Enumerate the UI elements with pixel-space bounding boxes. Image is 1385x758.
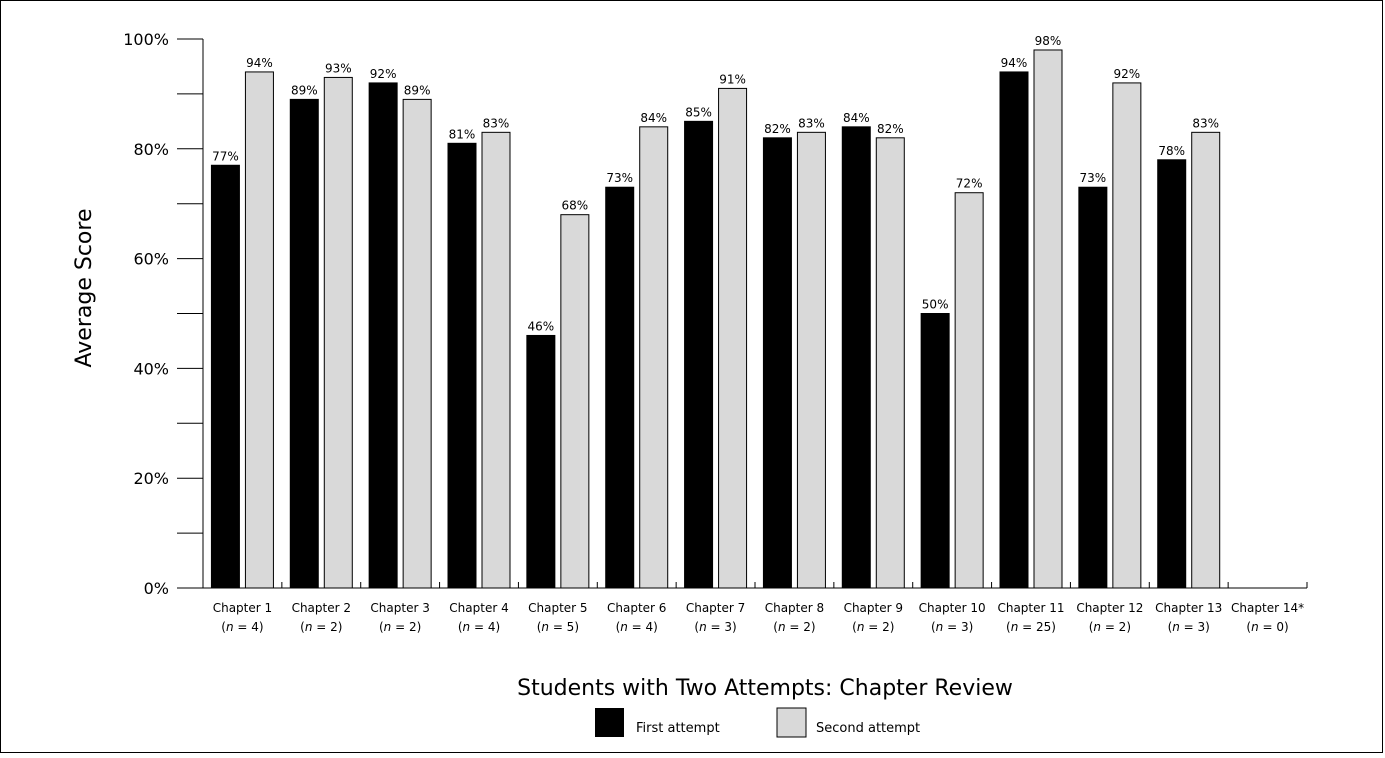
category-n-label: (n = 2)	[379, 620, 421, 634]
legend-swatch-second	[776, 707, 807, 738]
data-label: 84%	[640, 111, 667, 125]
bar-second-attempt	[796, 131, 826, 589]
data-label: 82%	[877, 122, 904, 136]
bar-first-attempt	[999, 71, 1029, 589]
y-tick-label: 0%	[144, 579, 169, 598]
bar-second-attempt	[560, 214, 590, 589]
bar-second-attempt	[718, 87, 748, 589]
category-label: Chapter 1	[213, 601, 272, 615]
bar-first-attempt	[526, 334, 556, 589]
category-label: Chapter 10	[919, 601, 986, 615]
category-n-label: (n = 2)	[852, 620, 894, 634]
legend-label-first: First attempt	[636, 721, 720, 736]
category-n-label: (n = 5)	[537, 620, 579, 634]
category-label: Chapter 12	[1076, 601, 1143, 615]
bar-first-attempt	[210, 164, 240, 589]
data-label: 73%	[606, 171, 633, 185]
bar-second-attempt	[1112, 82, 1142, 589]
category-n-label: (n = 25)	[1006, 620, 1056, 634]
data-label: 89%	[404, 83, 431, 97]
category-n-label: (n = 0)	[1246, 620, 1288, 634]
bar-first-attempt	[447, 142, 477, 589]
bar-first-attempt	[684, 120, 714, 589]
bar-second-attempt	[323, 76, 353, 589]
category-label: Chapter 8	[765, 601, 824, 615]
category-n-label: (n = 2)	[300, 620, 342, 634]
data-label: 91%	[719, 72, 746, 86]
category-n-label: (n = 4)	[221, 620, 263, 634]
bar-first-attempt	[1078, 186, 1108, 589]
category-label: Chapter 9	[844, 601, 903, 615]
bars	[210, 49, 1221, 589]
data-labels: 77% 94% 89% 93% 92% 89% 81% 83% 46% 68% 73% 84% 85% 9…	[212, 34, 1219, 333]
bar-second-attempt	[244, 71, 274, 589]
data-label: 94%	[1001, 56, 1028, 70]
category-label: Chapter 5	[528, 601, 587, 615]
data-label: 46%	[528, 319, 555, 333]
y-tick-label: 100%	[123, 30, 169, 49]
data-label: 84%	[843, 111, 870, 125]
legend-label-second: Second attempt	[816, 721, 920, 736]
data-label: 83%	[798, 116, 825, 130]
category-n-label: (n = 3)	[1168, 620, 1210, 634]
data-label: 93%	[325, 61, 352, 75]
category-n-label: (n = 4)	[458, 620, 500, 634]
data-label: 89%	[291, 83, 318, 97]
y-tick-label: 40%	[133, 359, 169, 378]
data-label: 85%	[685, 105, 712, 119]
data-label: 78%	[1158, 144, 1185, 158]
bar-second-attempt	[875, 137, 905, 589]
category-label: Chapter 6	[607, 601, 666, 615]
bar-first-attempt	[289, 98, 319, 589]
category-label: Chapter 2	[292, 601, 351, 615]
data-label: 98%	[1035, 34, 1062, 48]
category-label: Chapter 3	[370, 601, 429, 615]
bar-first-attempt	[920, 313, 950, 589]
data-label: 83%	[483, 116, 510, 130]
data-label: 68%	[562, 199, 589, 213]
y-tick-label: 20%	[133, 469, 169, 488]
category-n-label: (n = 3)	[931, 620, 973, 634]
data-label: 92%	[370, 67, 397, 81]
bar-second-attempt	[402, 98, 432, 589]
category-labels: Chapter 1 (n = 4) Chapter 2 (n = 2) Chapter …	[213, 601, 1304, 634]
bar-first-attempt	[605, 186, 635, 589]
category-n-label: (n = 4)	[616, 620, 658, 634]
category-n-label: (n = 3)	[694, 620, 736, 634]
y-axis-label: Average Score	[72, 209, 97, 368]
data-label: 92%	[1114, 67, 1141, 81]
data-label: 82%	[764, 122, 791, 136]
data-label: 50%	[922, 298, 949, 312]
bar-second-attempt	[1033, 49, 1063, 589]
data-label: 81%	[449, 127, 476, 141]
category-n-label: (n = 2)	[773, 620, 815, 634]
y-tick-label: 80%	[133, 140, 169, 159]
category-label: Chapter 4	[449, 601, 508, 615]
category-label: Chapter 11	[997, 601, 1064, 615]
bar-second-attempt	[1191, 131, 1221, 589]
bar-first-attempt	[1157, 159, 1187, 589]
data-label: 72%	[956, 177, 983, 191]
bar-second-attempt	[481, 131, 511, 589]
bar-second-attempt	[954, 192, 984, 589]
bar-first-attempt	[368, 82, 398, 589]
category-label: Chapter 14*	[1231, 601, 1304, 615]
legend: First attempt Second attempt	[595, 707, 920, 738]
data-label: 73%	[1080, 171, 1107, 185]
legend-swatch-first	[595, 708, 624, 737]
x-axis-label: Students with Two Attempts: Chapter Revi…	[517, 676, 1013, 701]
data-label: 94%	[246, 56, 273, 70]
data-label: 83%	[1192, 116, 1219, 130]
y-tick-label: 60%	[133, 250, 169, 269]
category-n-label: (n = 2)	[1089, 620, 1131, 634]
category-label: Chapter 7	[686, 601, 745, 615]
bar-first-attempt	[841, 126, 871, 589]
data-label: 77%	[212, 149, 239, 163]
bar-second-attempt	[639, 126, 669, 589]
bar-first-attempt	[762, 137, 792, 589]
category-label: Chapter 13	[1155, 601, 1222, 615]
